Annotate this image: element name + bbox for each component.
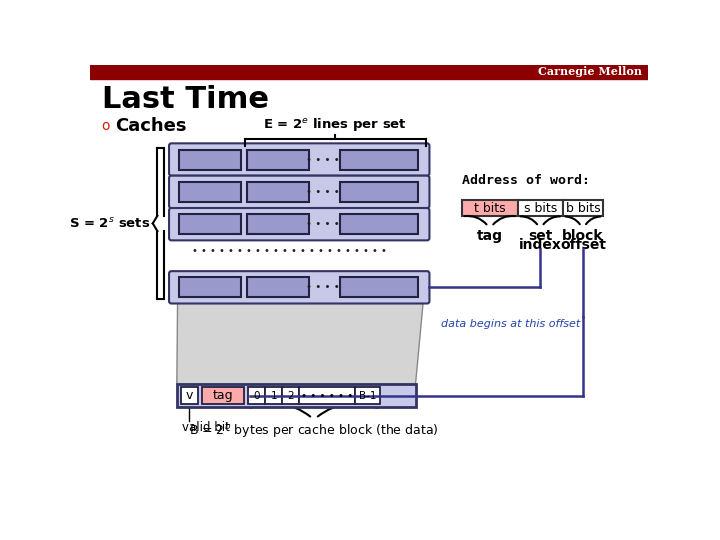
- FancyBboxPatch shape: [169, 208, 429, 240]
- Text: block: block: [562, 229, 603, 243]
- FancyBboxPatch shape: [169, 271, 429, 303]
- Text: Last Time: Last Time: [102, 85, 269, 114]
- Text: 2: 2: [287, 391, 294, 401]
- Text: valid bit: valid bit: [182, 421, 230, 434]
- Bar: [248, 150, 310, 170]
- Text: E = 2$^e$ lines per set: E = 2$^e$ lines per set: [264, 116, 408, 133]
- Text: 0: 0: [253, 391, 260, 401]
- Text: o: o: [102, 119, 110, 133]
- Text: t bits: t bits: [474, 201, 505, 214]
- Bar: [179, 214, 241, 234]
- Bar: [518, 200, 563, 217]
- Text: • • • •: • • • •: [305, 187, 339, 197]
- Polygon shape: [177, 301, 423, 384]
- Bar: [282, 387, 300, 404]
- Text: offset: offset: [560, 238, 606, 252]
- Text: B = 2$^b$ bytes per cache block (the data): B = 2$^b$ bytes per cache block (the dat…: [189, 421, 438, 440]
- Text: index: index: [519, 238, 562, 252]
- Text: s bits: s bits: [523, 201, 557, 214]
- Text: v: v: [186, 389, 193, 402]
- Bar: [248, 278, 310, 298]
- Text: • • • • • • • • • • • • • • • • • • • • • •: • • • • • • • • • • • • • • • • • • • • …: [192, 246, 390, 256]
- Bar: [181, 387, 198, 404]
- Bar: [341, 278, 418, 298]
- Bar: [563, 200, 603, 217]
- Text: Carnegie Mellon: Carnegie Mellon: [538, 66, 642, 77]
- Bar: [248, 182, 310, 202]
- Bar: [248, 214, 310, 234]
- Bar: [248, 387, 265, 404]
- Text: b bits: b bits: [566, 201, 600, 214]
- Text: tag: tag: [212, 389, 233, 402]
- Bar: [179, 278, 241, 298]
- Bar: [265, 387, 282, 404]
- Bar: [179, 150, 241, 170]
- Text: 1: 1: [271, 391, 277, 401]
- Text: B-1: B-1: [359, 391, 376, 401]
- Bar: [341, 182, 418, 202]
- FancyBboxPatch shape: [169, 143, 429, 176]
- Bar: [90, 65, 648, 79]
- Text: tag: tag: [477, 229, 503, 243]
- Bar: [300, 387, 355, 404]
- Text: • • • •: • • • •: [305, 219, 339, 229]
- Bar: [341, 150, 418, 170]
- Text: • • • •: • • • •: [305, 154, 339, 165]
- Bar: [355, 387, 380, 404]
- Text: Caches: Caches: [114, 117, 186, 136]
- Text: • • • • • •: • • • • • •: [301, 391, 354, 401]
- Bar: [202, 387, 244, 404]
- Bar: [462, 200, 518, 217]
- FancyBboxPatch shape: [169, 176, 429, 208]
- Text: • • • •: • • • •: [305, 282, 339, 292]
- Text: set: set: [528, 229, 552, 243]
- Text: S = 2$^s$ sets: S = 2$^s$ sets: [69, 217, 150, 231]
- FancyBboxPatch shape: [177, 384, 415, 408]
- Bar: [341, 214, 418, 234]
- Text: data begins at this offset: data begins at this offset: [441, 319, 580, 329]
- Bar: [179, 182, 241, 202]
- Text: Address of word:: Address of word:: [462, 174, 590, 187]
